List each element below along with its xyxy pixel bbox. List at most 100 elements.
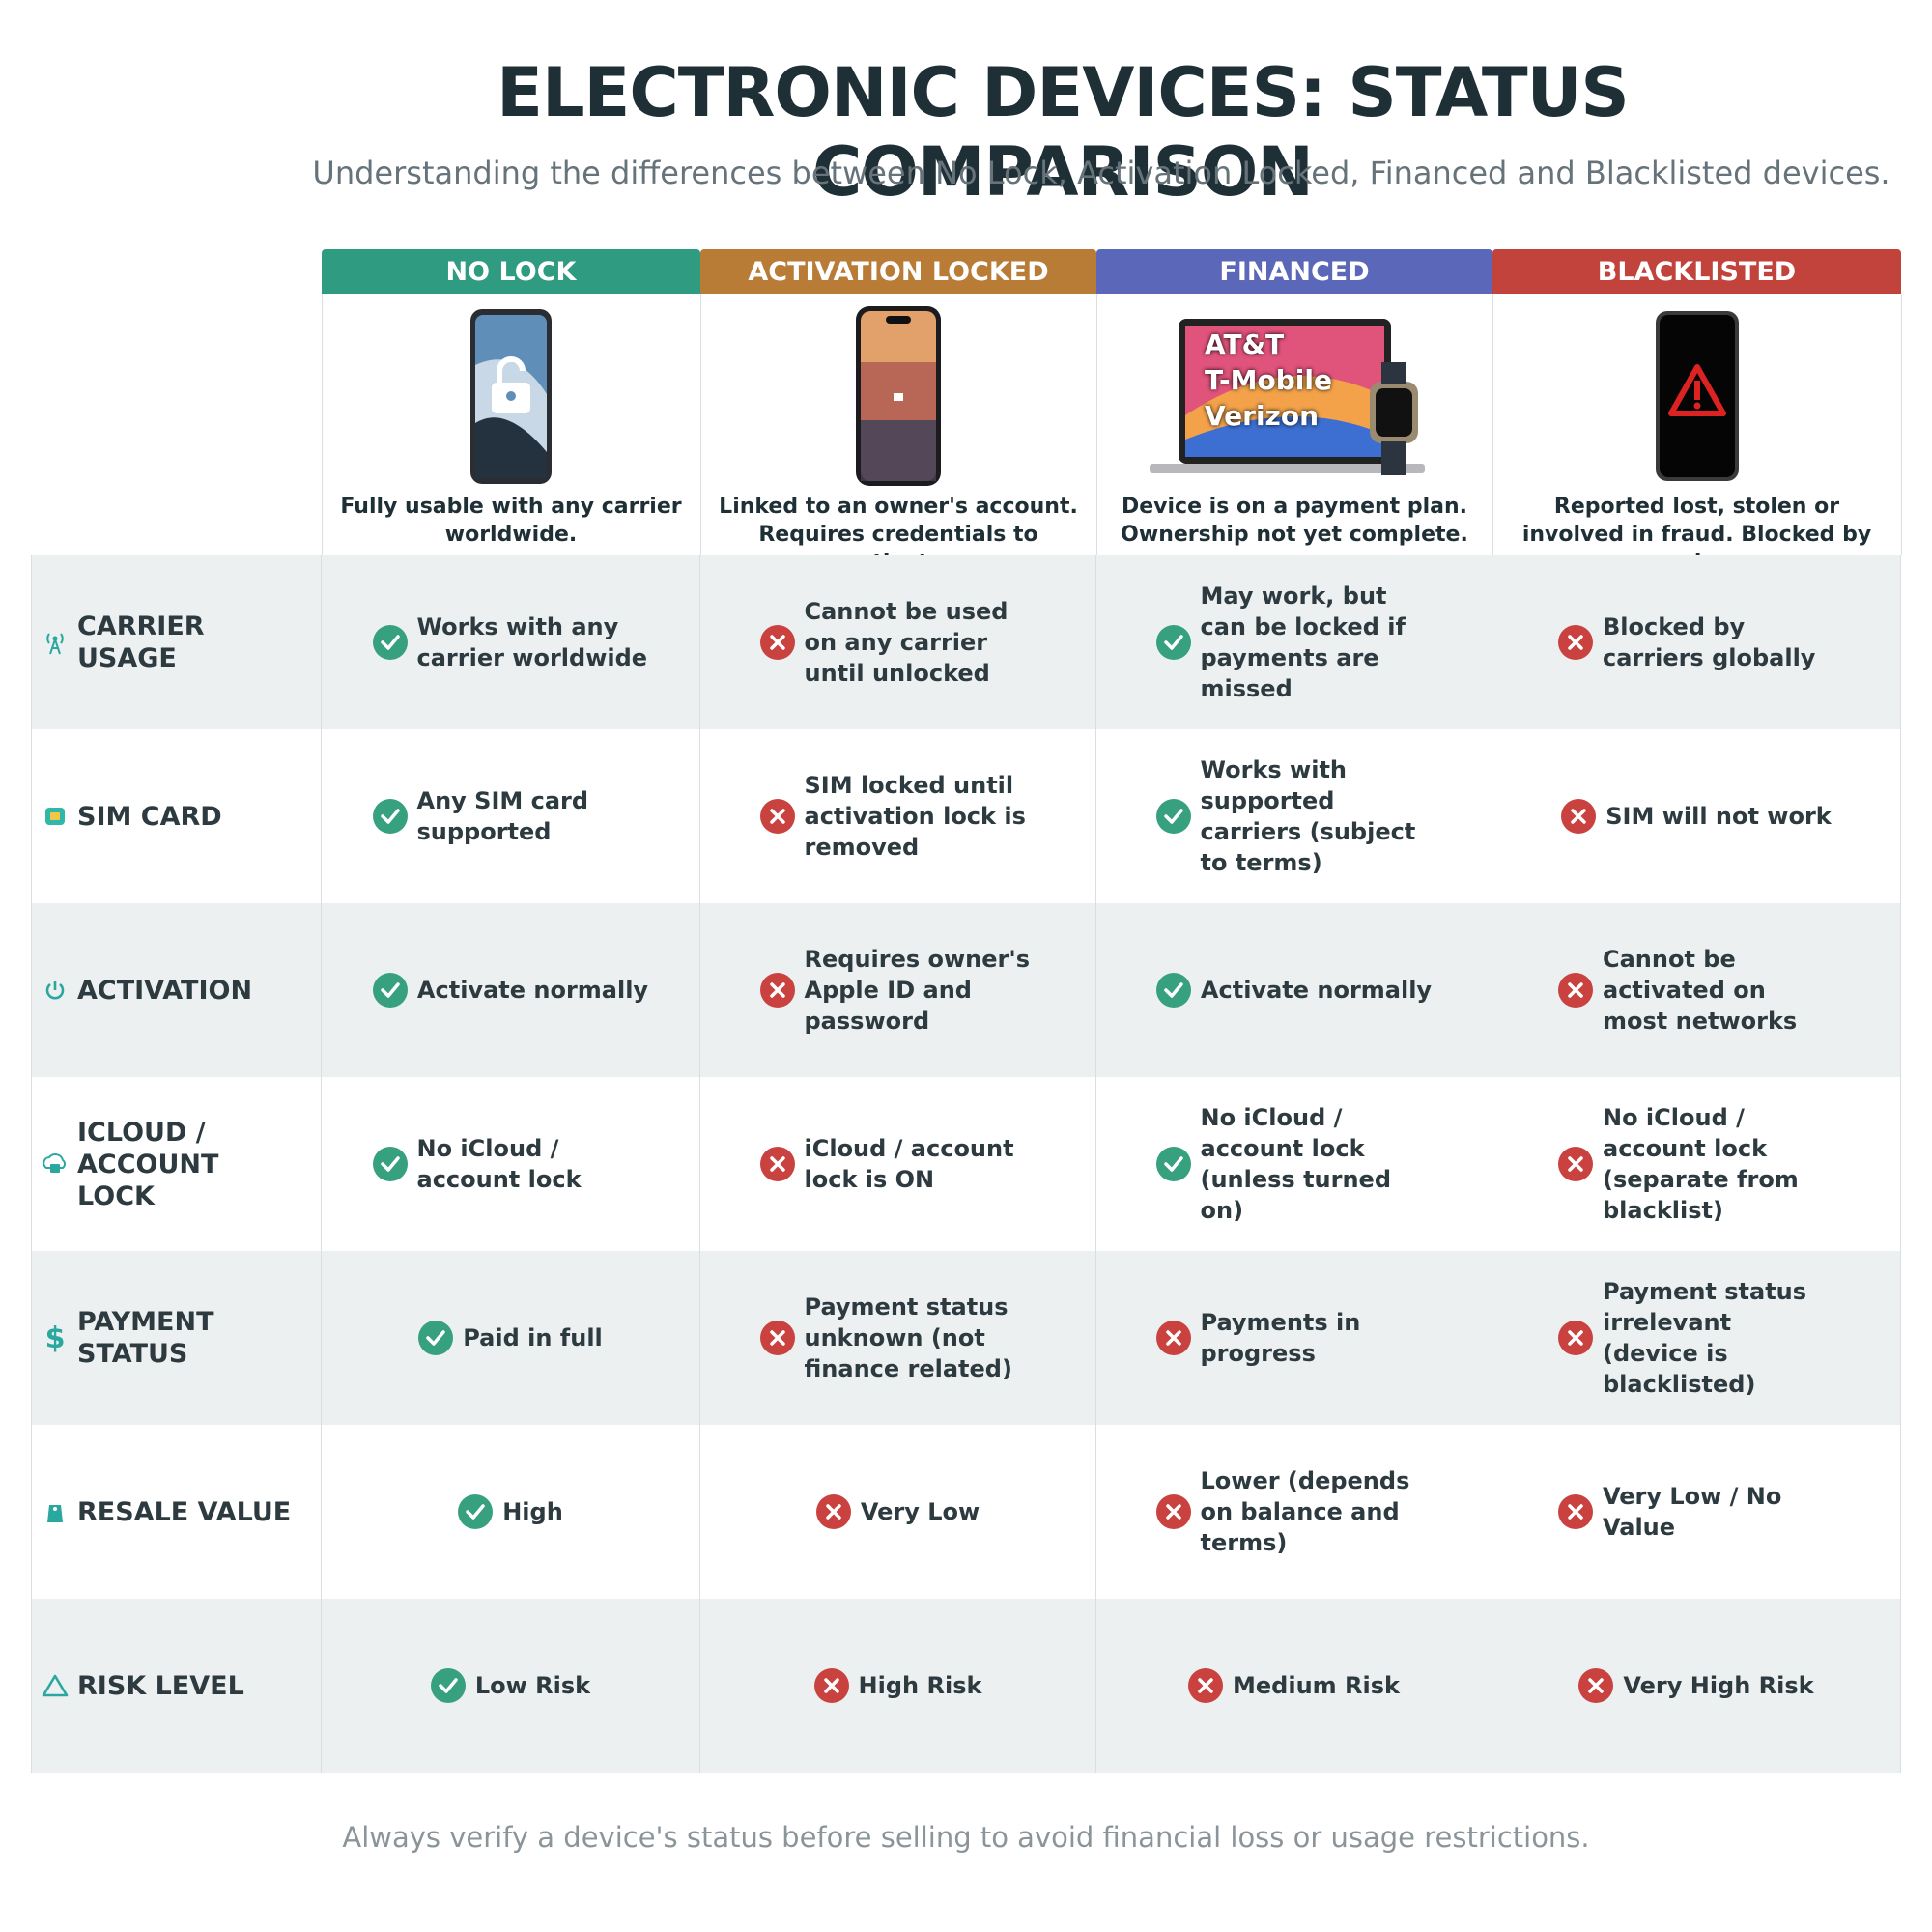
status-text: SIM will not work <box>1605 803 1832 830</box>
row-label: ACTIVATION <box>77 975 253 1006</box>
status-cell: Cannot be activated on most networks <box>1492 903 1901 1077</box>
cross-icon <box>1558 1494 1593 1529</box>
row-label: PAYMENT STATUS <box>77 1307 214 1369</box>
status-cell: Payments in progress <box>1096 1251 1492 1425</box>
cross-icon <box>759 1321 795 1355</box>
column-header: NO LOCK <box>322 249 700 294</box>
status-cell: High Risk <box>700 1599 1096 1773</box>
subtitle: Understanding the differences between No… <box>312 155 1890 191</box>
status-text: May work, but can be locked if payments … <box>1200 582 1406 702</box>
status-cell: Blocked by carriers globally <box>1492 555 1901 729</box>
row-label-cell: ICLOUD / ACCOUNT LOCK <box>41 1077 322 1251</box>
cross-icon <box>759 799 795 834</box>
status-cell: Any SIM card supported <box>322 729 700 903</box>
image-label: T-Mobile <box>1205 364 1332 396</box>
status-text: Payments in progress <box>1200 1309 1361 1367</box>
row-label-cell: ACTIVATION <box>41 903 322 1077</box>
cross-icon <box>1558 625 1593 660</box>
status-text: Low Risk <box>474 1672 591 1699</box>
device-image <box>1096 304 1492 488</box>
status-text: No iCloud / account lock <box>416 1135 582 1193</box>
status-cell: Payment status irrelevant (device is bla… <box>1492 1251 1901 1425</box>
status-text: Cannot be used on any carrier until unlo… <box>804 598 1009 687</box>
row-label: CARRIER USAGE <box>77 611 205 673</box>
status-cell: Works with supported carriers (subject t… <box>1096 729 1492 903</box>
column-divider <box>1492 294 1493 555</box>
device-image <box>700 304 1096 488</box>
status-text: Payment status unknown (not finance rela… <box>804 1293 1012 1382</box>
cross-icon <box>1188 1668 1224 1703</box>
status-cell: Requires owner's Apple ID and password <box>700 903 1096 1077</box>
column-divider <box>1096 294 1097 555</box>
image-label: AT&T <box>1205 328 1285 360</box>
status-text: High Risk <box>858 1672 982 1699</box>
check-icon <box>418 1321 454 1355</box>
row-icon <box>41 1152 70 1176</box>
device-image <box>322 304 700 488</box>
status-text: Works with supported carriers (subject t… <box>1200 756 1416 876</box>
row-label: ICLOUD / ACCOUNT LOCK <box>77 1117 219 1211</box>
status-cell: No iCloud / account lock (separate from … <box>1492 1077 1901 1251</box>
row-icon <box>41 1673 70 1698</box>
row-icon <box>41 1499 70 1524</box>
status-cell: Activate normally <box>1096 903 1492 1077</box>
status-cell: No iCloud / account lock (unless turned … <box>1096 1077 1492 1251</box>
row-label-cell: $ PAYMENT STATUS <box>41 1251 322 1425</box>
cross-icon <box>1558 973 1593 1008</box>
row-label-cell: SIM CARD <box>41 729 322 903</box>
status-text: Very Low <box>860 1498 980 1525</box>
status-cell: Low Risk <box>322 1599 700 1773</box>
cross-icon <box>759 1147 795 1181</box>
footer: Always verify a device's status before s… <box>342 1821 1590 1854</box>
check-icon <box>1155 1147 1191 1181</box>
status-cell: Medium Risk <box>1096 1599 1492 1773</box>
cross-icon <box>1578 1668 1614 1703</box>
row-icon: $ <box>41 1323 70 1352</box>
row-icon <box>41 630 70 655</box>
check-icon <box>372 973 408 1008</box>
status-text: Activate normally <box>1200 977 1433 1004</box>
cross-icon <box>1558 1321 1593 1355</box>
status-text: High <box>502 1498 563 1525</box>
check-icon <box>372 799 408 834</box>
row-label-cell: RESALE VALUE <box>41 1425 322 1599</box>
row-label: SIM CARD <box>77 801 222 832</box>
row-icon <box>41 805 70 828</box>
status-text: iCloud / account lock is ON <box>804 1135 1014 1193</box>
cross-icon <box>813 1668 849 1703</box>
row-label-cell: CARRIER USAGE <box>41 555 322 729</box>
check-icon <box>1155 625 1191 660</box>
row-label: RISK LEVEL <box>77 1670 244 1701</box>
check-icon <box>1155 973 1191 1008</box>
device-image <box>1492 304 1901 488</box>
status-text: Any SIM card supported <box>416 787 589 845</box>
cross-icon <box>759 625 795 660</box>
status-cell: Paid in full <box>322 1251 700 1425</box>
status-cell: Cannot be used on any carrier until unlo… <box>700 555 1096 729</box>
status-text: No iCloud / account lock (separate from … <box>1603 1104 1799 1224</box>
status-cell: Activate normally <box>322 903 700 1077</box>
column-description: Fully usable with any carrier worldwide. <box>340 495 682 547</box>
status-text: No iCloud / account lock (unless turned … <box>1200 1104 1392 1224</box>
check-icon <box>458 1494 494 1529</box>
row-icon <box>41 979 70 1002</box>
image-label: Verizon <box>1205 400 1320 432</box>
status-text: Requires owner's Apple ID and password <box>804 946 1031 1035</box>
status-text: Blocked by carriers globally <box>1603 613 1816 671</box>
column-divider <box>1901 294 1902 555</box>
status-cell: Works with any carrier worldwide <box>322 555 700 729</box>
status-cell: Very High Risk <box>1492 1599 1901 1773</box>
column-description: Device is on a payment plan. Ownership n… <box>1121 495 1468 547</box>
row-label-cell: RISK LEVEL <box>41 1599 322 1773</box>
status-text: Cannot be activated on most networks <box>1603 946 1798 1035</box>
status-text: SIM locked until activation lock is remo… <box>804 772 1026 861</box>
column-header: ACTIVATION LOCKED <box>700 249 1096 294</box>
status-text: Paid in full <box>463 1324 603 1351</box>
status-cell: Payment status unknown (not finance rela… <box>700 1251 1096 1425</box>
cross-icon <box>1561 799 1597 834</box>
check-icon <box>372 1147 408 1181</box>
status-text: Lower (depends on balance and terms) <box>1200 1467 1410 1556</box>
title: ELECTRONIC DEVICES: STATUS COMPARISON <box>497 53 1630 212</box>
status-text: Medium Risk <box>1233 1672 1400 1699</box>
